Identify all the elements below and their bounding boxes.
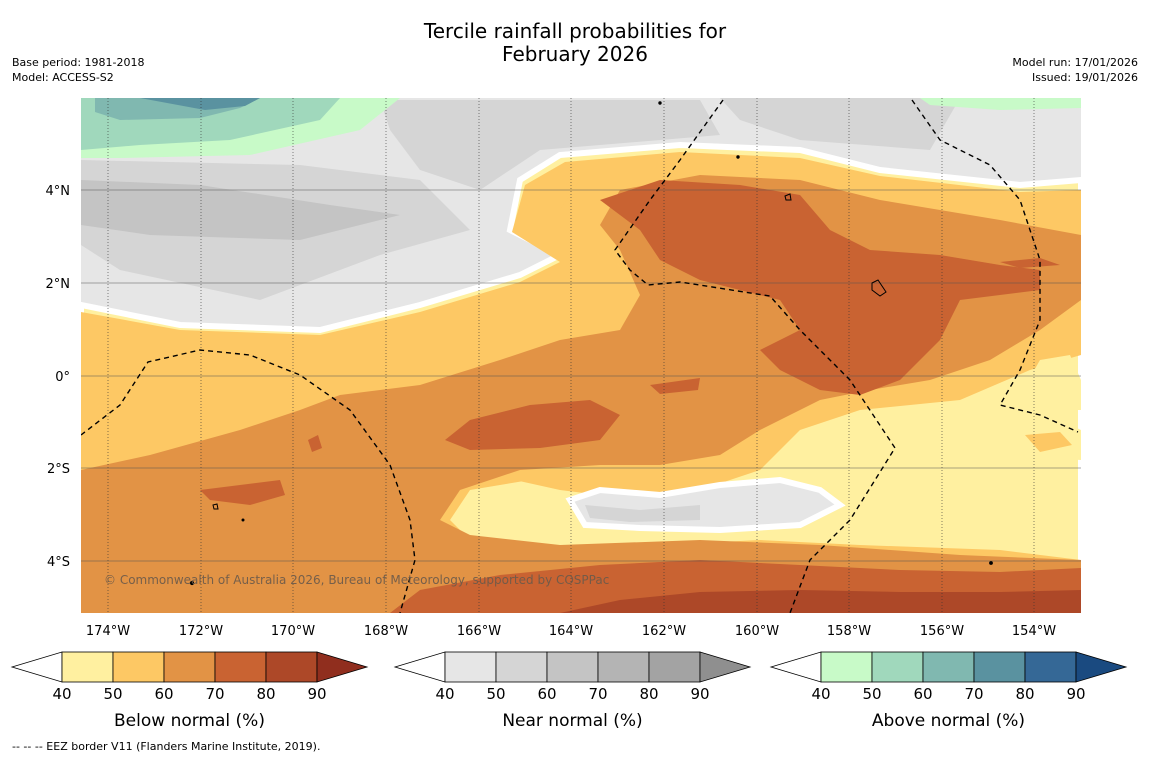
colorbar-segment	[546, 651, 599, 683]
near-normal-patch	[81, 180, 400, 240]
map-field: © Commonwealth of Australia 2026, Bureau…	[81, 98, 1081, 613]
eez-border-lines	[81, 99, 1079, 613]
colorbar-segment	[973, 651, 1026, 683]
colorbar-tick-label: 40	[435, 685, 454, 703]
colorbar-tick-label: 50	[862, 685, 881, 703]
meta-right: Model run: 17/01/2026 Issued: 19/01/2026	[1012, 55, 1138, 85]
colorbar-segment	[871, 651, 924, 683]
colorbar-max-arrow	[699, 651, 752, 683]
island-outlines	[189, 101, 993, 586]
colorbar-segment	[444, 651, 497, 683]
near-normal-patch	[720, 98, 960, 150]
colorbar-max-arrow	[1075, 651, 1128, 683]
colorbar-segment	[112, 651, 165, 683]
lon-label: 158°W	[827, 624, 871, 639]
near-normal-patch	[380, 100, 720, 190]
map-title-line-2: February 2026	[502, 42, 648, 66]
below-normal-70-area	[200, 480, 285, 505]
colorbar-tick-label: 80	[256, 685, 275, 703]
issued-text: Issued: 19/01/2026	[1031, 71, 1138, 84]
below-normal-70-area	[308, 435, 322, 452]
colorbar-tick-label: 50	[486, 685, 505, 703]
lon-label: 172°W	[179, 624, 223, 639]
below-normal-70-area	[1000, 258, 1060, 268]
colorbar-tick-label: 60	[537, 685, 556, 703]
colorbar-tick-label: 90	[1066, 685, 1085, 703]
lon-label: 164°W	[549, 624, 593, 639]
above-normal-70-area	[140, 98, 260, 110]
below-normal-80-area	[560, 590, 1081, 613]
colorbar-1: 40 50 60 70 80 90 Below normal (%)	[10, 651, 369, 731]
colorbar-min-arrow	[393, 651, 446, 683]
base-period-text: Base period: 1981-2018	[12, 56, 145, 69]
lon-label: 160°W	[735, 624, 779, 639]
lat-label: 2°S	[47, 462, 70, 477]
colorbar-tick-label: 60	[913, 685, 932, 703]
lat-label: 0°	[55, 370, 70, 385]
colorbar-segment	[265, 651, 318, 683]
colorbar-tick-label: 70	[205, 685, 224, 703]
colorbar-min-arrow	[769, 651, 822, 683]
colorbar-3: 40 50 60 70 80 90 Above normal (%)	[769, 651, 1128, 731]
colorbar-tick-label: 70	[588, 685, 607, 703]
below-normal-70-area	[445, 400, 620, 450]
lon-label: 170°W	[271, 624, 315, 639]
colorbar-segment	[820, 651, 873, 683]
latitude-gridlines	[81, 189, 1081, 562]
latitude-labels: 4°N 2°N 0° 2°S 4°S	[46, 184, 71, 570]
below-normal-40-area	[1020, 355, 1081, 410]
colorbar-segment	[1024, 651, 1077, 683]
colorbar-segment	[495, 651, 548, 683]
near-normal-50-area	[585, 505, 700, 522]
lat-label: 4°N	[46, 184, 71, 199]
colorbar-segment	[163, 651, 216, 683]
colorbar-label: Below normal (%)	[114, 711, 265, 731]
colorbar-tick-label: 40	[811, 685, 830, 703]
colorbar-segment	[648, 651, 701, 683]
colorbars: 40 50 60 70 80 90 Below normal (%) 40 50 60 70 80 90…	[10, 651, 1128, 731]
colorbar-tick-label: 80	[1015, 685, 1034, 703]
meta-left: Base period: 1981-2018 Model: ACCESS-S2	[12, 55, 144, 85]
below-normal-70-area	[650, 378, 700, 394]
below-normal-50-area	[1025, 432, 1072, 452]
colorbar-min-arrow	[10, 651, 63, 683]
lon-label: 166°W	[457, 624, 501, 639]
colorbar-label: Near normal (%)	[502, 711, 642, 731]
colorbar-tick-label: 80	[639, 685, 658, 703]
colorbar-segment	[214, 651, 267, 683]
colorbar-tick-label: 40	[52, 685, 71, 703]
colorbar-tick-label: 60	[154, 685, 173, 703]
colorbar-label: Above normal (%)	[872, 711, 1025, 731]
lon-label: 162°W	[642, 624, 686, 639]
lat-label: 2°N	[46, 277, 71, 292]
lat-label: 4°S	[47, 555, 70, 570]
colorbar-segment	[922, 651, 975, 683]
above-normal-40-area	[920, 98, 1081, 110]
model-text: Model: ACCESS-S2	[12, 71, 114, 84]
lon-label: 156°W	[920, 624, 964, 639]
model-run-text: Model run: 17/01/2026	[1012, 56, 1138, 69]
longitude-labels: 174°W 172°W 170°W 168°W 166°W 164°W 162°…	[86, 624, 1056, 639]
map-title-line-1: Tercile rainfall probabilities for	[423, 19, 727, 43]
colorbar-tick-label: 70	[964, 685, 983, 703]
colorbar-2: 40 50 60 70 80 90 Near normal (%)	[393, 651, 752, 731]
colorbar-tick-label: 50	[103, 685, 122, 703]
below-normal-70-area	[600, 180, 1040, 395]
lon-label: 174°W	[86, 624, 130, 639]
colorbar-segment	[61, 651, 114, 683]
lon-label: 168°W	[364, 624, 408, 639]
longitude-gridlines	[107, 98, 1035, 613]
copyright-watermark: © Commonwealth of Australia 2026, Bureau…	[104, 573, 609, 587]
eez-footnote: -- -- -- EEZ border V11 (Flanders Marine…	[12, 740, 321, 753]
colorbar-segment	[597, 651, 650, 683]
lon-label: 154°W	[1012, 624, 1056, 639]
colorbar-tick-label: 90	[307, 685, 326, 703]
colorbar-max-arrow	[316, 651, 369, 683]
colorbar-tick-label: 90	[690, 685, 709, 703]
